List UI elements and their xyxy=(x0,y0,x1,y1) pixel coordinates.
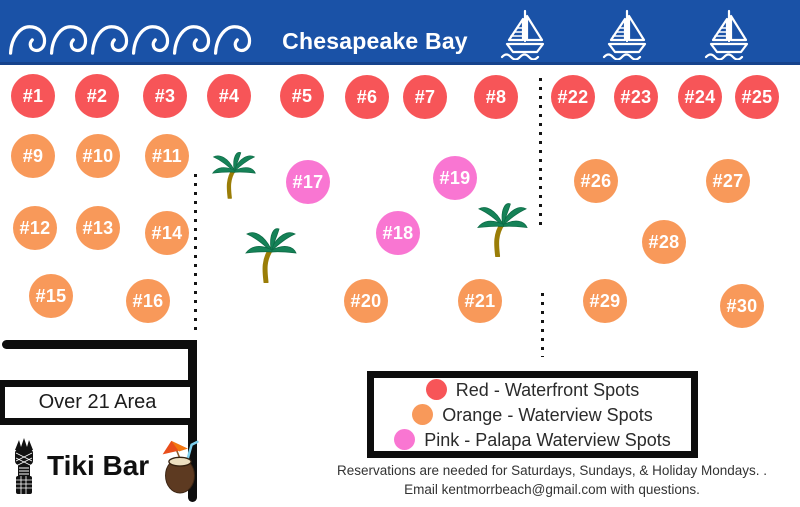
header-banner: Chesapeake Bay xyxy=(0,0,800,65)
spot-30: #30 xyxy=(720,284,764,328)
palm-tree-icon xyxy=(476,200,529,257)
sailboat-icon xyxy=(700,4,756,60)
wave-icon xyxy=(90,22,131,56)
spot-26: #26 xyxy=(574,159,618,203)
tiki-bar-label: Tiki Bar xyxy=(47,450,150,481)
spot-25: #25 xyxy=(735,75,779,119)
legend-box: Red - Waterfront Spots Orange - Waterview… xyxy=(367,371,698,458)
spot-6: #6 xyxy=(345,75,389,119)
legend-item-red: Red - Waterfront Spots xyxy=(425,378,640,402)
red-dot-icon xyxy=(425,379,447,400)
over-21-area-box: Over 21 Area xyxy=(0,380,197,425)
dotted-divider-line xyxy=(539,78,542,230)
spot-14: #14 xyxy=(145,211,189,255)
reservation-note: Reservations are needed for Saturdays, S… xyxy=(337,463,767,478)
spot-20: #20 xyxy=(344,279,388,323)
spot-19: #19 xyxy=(433,156,477,200)
dotted-divider-line xyxy=(194,174,197,334)
spot-13: #13 xyxy=(76,206,120,250)
waves-row xyxy=(8,22,254,56)
spot-9: #9 xyxy=(11,134,55,178)
boundary-wall-horizontal xyxy=(2,340,196,349)
spot-21: #21 xyxy=(458,279,502,323)
spot-11: #11 xyxy=(145,134,189,178)
dotted-divider-line xyxy=(541,293,544,357)
spot-28: #28 xyxy=(642,220,686,264)
spot-24: #24 xyxy=(678,75,722,119)
contact-email-note: Email kentmorrbeach@gmail.com with quest… xyxy=(404,482,700,497)
spot-18: #18 xyxy=(376,211,420,255)
spot-8: #8 xyxy=(474,75,518,119)
spot-2: #2 xyxy=(75,74,119,118)
legend-item-orange: Orange - Waterview Spots xyxy=(412,403,653,427)
sailboats-row xyxy=(496,4,756,60)
legend-item-pink: Pink - Palapa Waterview Spots xyxy=(394,428,671,452)
coconut-drink-icon xyxy=(160,438,200,494)
tiki-statue-icon xyxy=(12,437,36,495)
tiki-bar-group: Tiki Bar xyxy=(12,437,200,495)
wave-icon xyxy=(8,22,49,56)
spot-29: #29 xyxy=(583,279,627,323)
spot-10: #10 xyxy=(76,134,120,178)
legend-item-label: Pink - Palapa Waterview Spots xyxy=(424,429,671,450)
sailboat-icon xyxy=(496,4,552,60)
pink-dot-icon xyxy=(394,429,416,450)
wave-icon xyxy=(172,22,213,56)
spot-3: #3 xyxy=(143,74,187,118)
wave-icon xyxy=(49,22,90,56)
legend-item-label: Orange - Waterview Spots xyxy=(442,404,653,425)
spot-27: #27 xyxy=(706,159,750,203)
legend-item-label: Red - Waterfront Spots xyxy=(455,379,640,400)
wave-icon xyxy=(213,22,254,56)
wave-icon xyxy=(131,22,172,56)
orange-dot-icon xyxy=(412,404,434,425)
spot-4: #4 xyxy=(207,74,251,118)
over-21-area-label: Over 21 Area xyxy=(38,391,157,413)
spot-23: #23 xyxy=(614,75,658,119)
spot-7: #7 xyxy=(403,75,447,119)
palm-tree-icon xyxy=(244,225,298,283)
spot-5: #5 xyxy=(280,74,324,118)
spot-12: #12 xyxy=(13,206,57,250)
spot-15: #15 xyxy=(29,274,73,318)
spot-1: #1 xyxy=(11,74,55,118)
spot-17: #17 xyxy=(286,160,330,204)
footer-note: Reservations are needed for Saturdays, S… xyxy=(304,461,800,499)
spot-16: #16 xyxy=(126,279,170,323)
bay-title: Chesapeake Bay xyxy=(282,28,468,54)
spot-22: #22 xyxy=(551,75,595,119)
palm-tree-icon xyxy=(211,147,257,201)
sailboat-icon xyxy=(598,4,654,60)
